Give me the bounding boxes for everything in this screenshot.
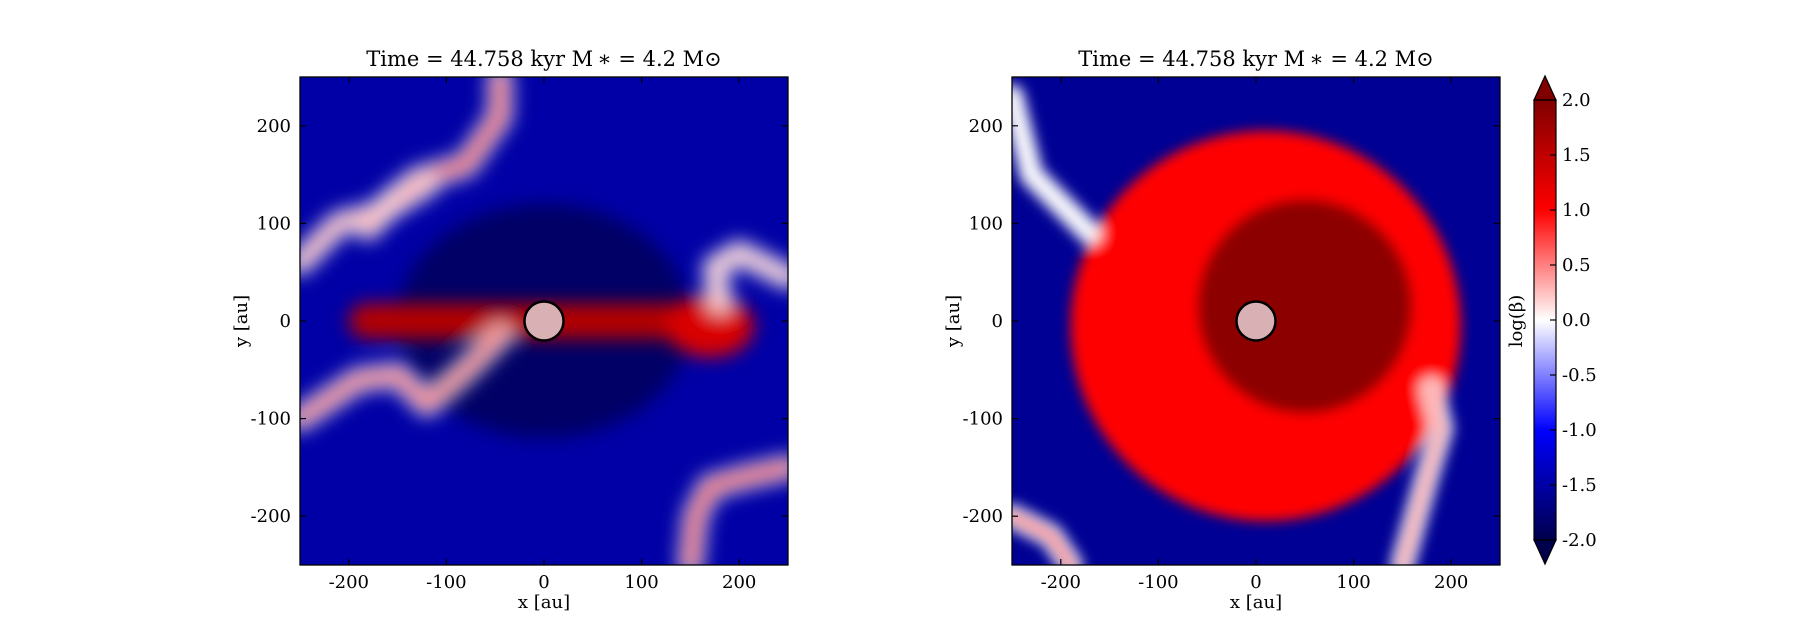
panel-right-ticks: -200 -100 0 100 200 -200 -100 0 100 200 xyxy=(963,77,1500,593)
panel-left-heatmap xyxy=(300,77,788,565)
y-tick-label: 100 xyxy=(969,213,1003,234)
panel-left: Time = 44.758 kyr M ∗ = 4.2 M⊙ -200 -100 0… xyxy=(231,47,789,613)
panel-right-heatmap xyxy=(1012,77,1500,565)
filament xyxy=(1012,510,1077,565)
sink-particle-icon xyxy=(1235,300,1277,342)
colorbar-tick-label: 0.0 xyxy=(1562,310,1591,331)
colorbar-ticks: -2.0 -1.5 -1.0 -0.5 0.0 0.5 1.0 1.5 2.0 xyxy=(1550,90,1597,551)
sink-particle-icon xyxy=(523,300,565,342)
x-tick-label: 100 xyxy=(624,572,658,593)
y-tick-label: 0 xyxy=(992,311,1003,332)
panel-left-ticks: -200 -100 0 100 200 -200 -100 0 100 200 xyxy=(251,77,788,593)
panel-right-ylabel: y [au] xyxy=(943,295,964,348)
colorbar-label: log(β) xyxy=(1506,295,1527,348)
panel-left-title: Time = 44.758 kyr M ∗ = 4.2 M⊙ xyxy=(366,47,722,71)
y-tick-label: 200 xyxy=(969,116,1003,137)
y-tick-label: -100 xyxy=(963,409,1003,430)
x-tick-label: 100 xyxy=(1336,572,1370,593)
y-tick-label: -200 xyxy=(963,506,1003,527)
panel-right-xlabel: x [au] xyxy=(1230,592,1282,613)
filament xyxy=(1396,383,1448,565)
pseudo-disk-lobe xyxy=(666,294,754,358)
filament xyxy=(300,329,507,425)
panel-left-xlabel: x [au] xyxy=(518,592,570,613)
colorbar-extend-max xyxy=(1533,74,1557,101)
colorbar-tick-label: 1.0 xyxy=(1562,200,1591,221)
y-tick-label: 200 xyxy=(257,116,291,137)
y-tick-label: -100 xyxy=(251,409,291,430)
colorbar-tick-label: -1.5 xyxy=(1562,475,1597,496)
x-tick-label: -100 xyxy=(426,572,466,593)
rotating-disk-inner xyxy=(1197,198,1413,414)
panel-right: Time = 44.758 kyr M ∗ = 4.2 M⊙ -200 -100 0… xyxy=(943,47,1501,613)
x-tick-label: 200 xyxy=(722,572,756,593)
x-tick-label: 0 xyxy=(538,572,549,593)
filament xyxy=(708,246,788,308)
x-tick-label: 0 xyxy=(1250,572,1261,593)
panel-right-title: Time = 44.758 kyr M ∗ = 4.2 M⊙ xyxy=(1078,47,1434,71)
colorbar-tick-label: -2.0 xyxy=(1562,530,1597,551)
x-tick-label: -200 xyxy=(1041,572,1081,593)
x-tick-label: -200 xyxy=(329,572,369,593)
y-tick-label: -200 xyxy=(251,506,291,527)
colorbar-tick-label: -0.5 xyxy=(1562,365,1597,386)
filament xyxy=(684,461,788,565)
heatmap-features xyxy=(300,77,788,565)
filament xyxy=(300,178,433,269)
colorbar: -2.0 -1.5 -1.0 -0.5 0.0 0.5 1.0 1.5 2.0 log(β) xyxy=(1506,74,1597,566)
colorbar-tick-label: 1.5 xyxy=(1562,145,1591,166)
colorbar-tick-label: 0.5 xyxy=(1562,255,1591,276)
colorbar-tick-label: 2.0 xyxy=(1562,90,1591,111)
filament xyxy=(1012,90,1097,240)
colorbar-tick-label: -1.0 xyxy=(1562,420,1597,441)
panel-left-ylabel: y [au] xyxy=(231,295,252,348)
colorbar-extend-min xyxy=(1533,539,1557,566)
y-tick-label: 100 xyxy=(257,213,291,234)
x-tick-label: 200 xyxy=(1434,572,1468,593)
x-tick-label: -100 xyxy=(1138,572,1178,593)
y-tick-label: 0 xyxy=(280,311,291,332)
